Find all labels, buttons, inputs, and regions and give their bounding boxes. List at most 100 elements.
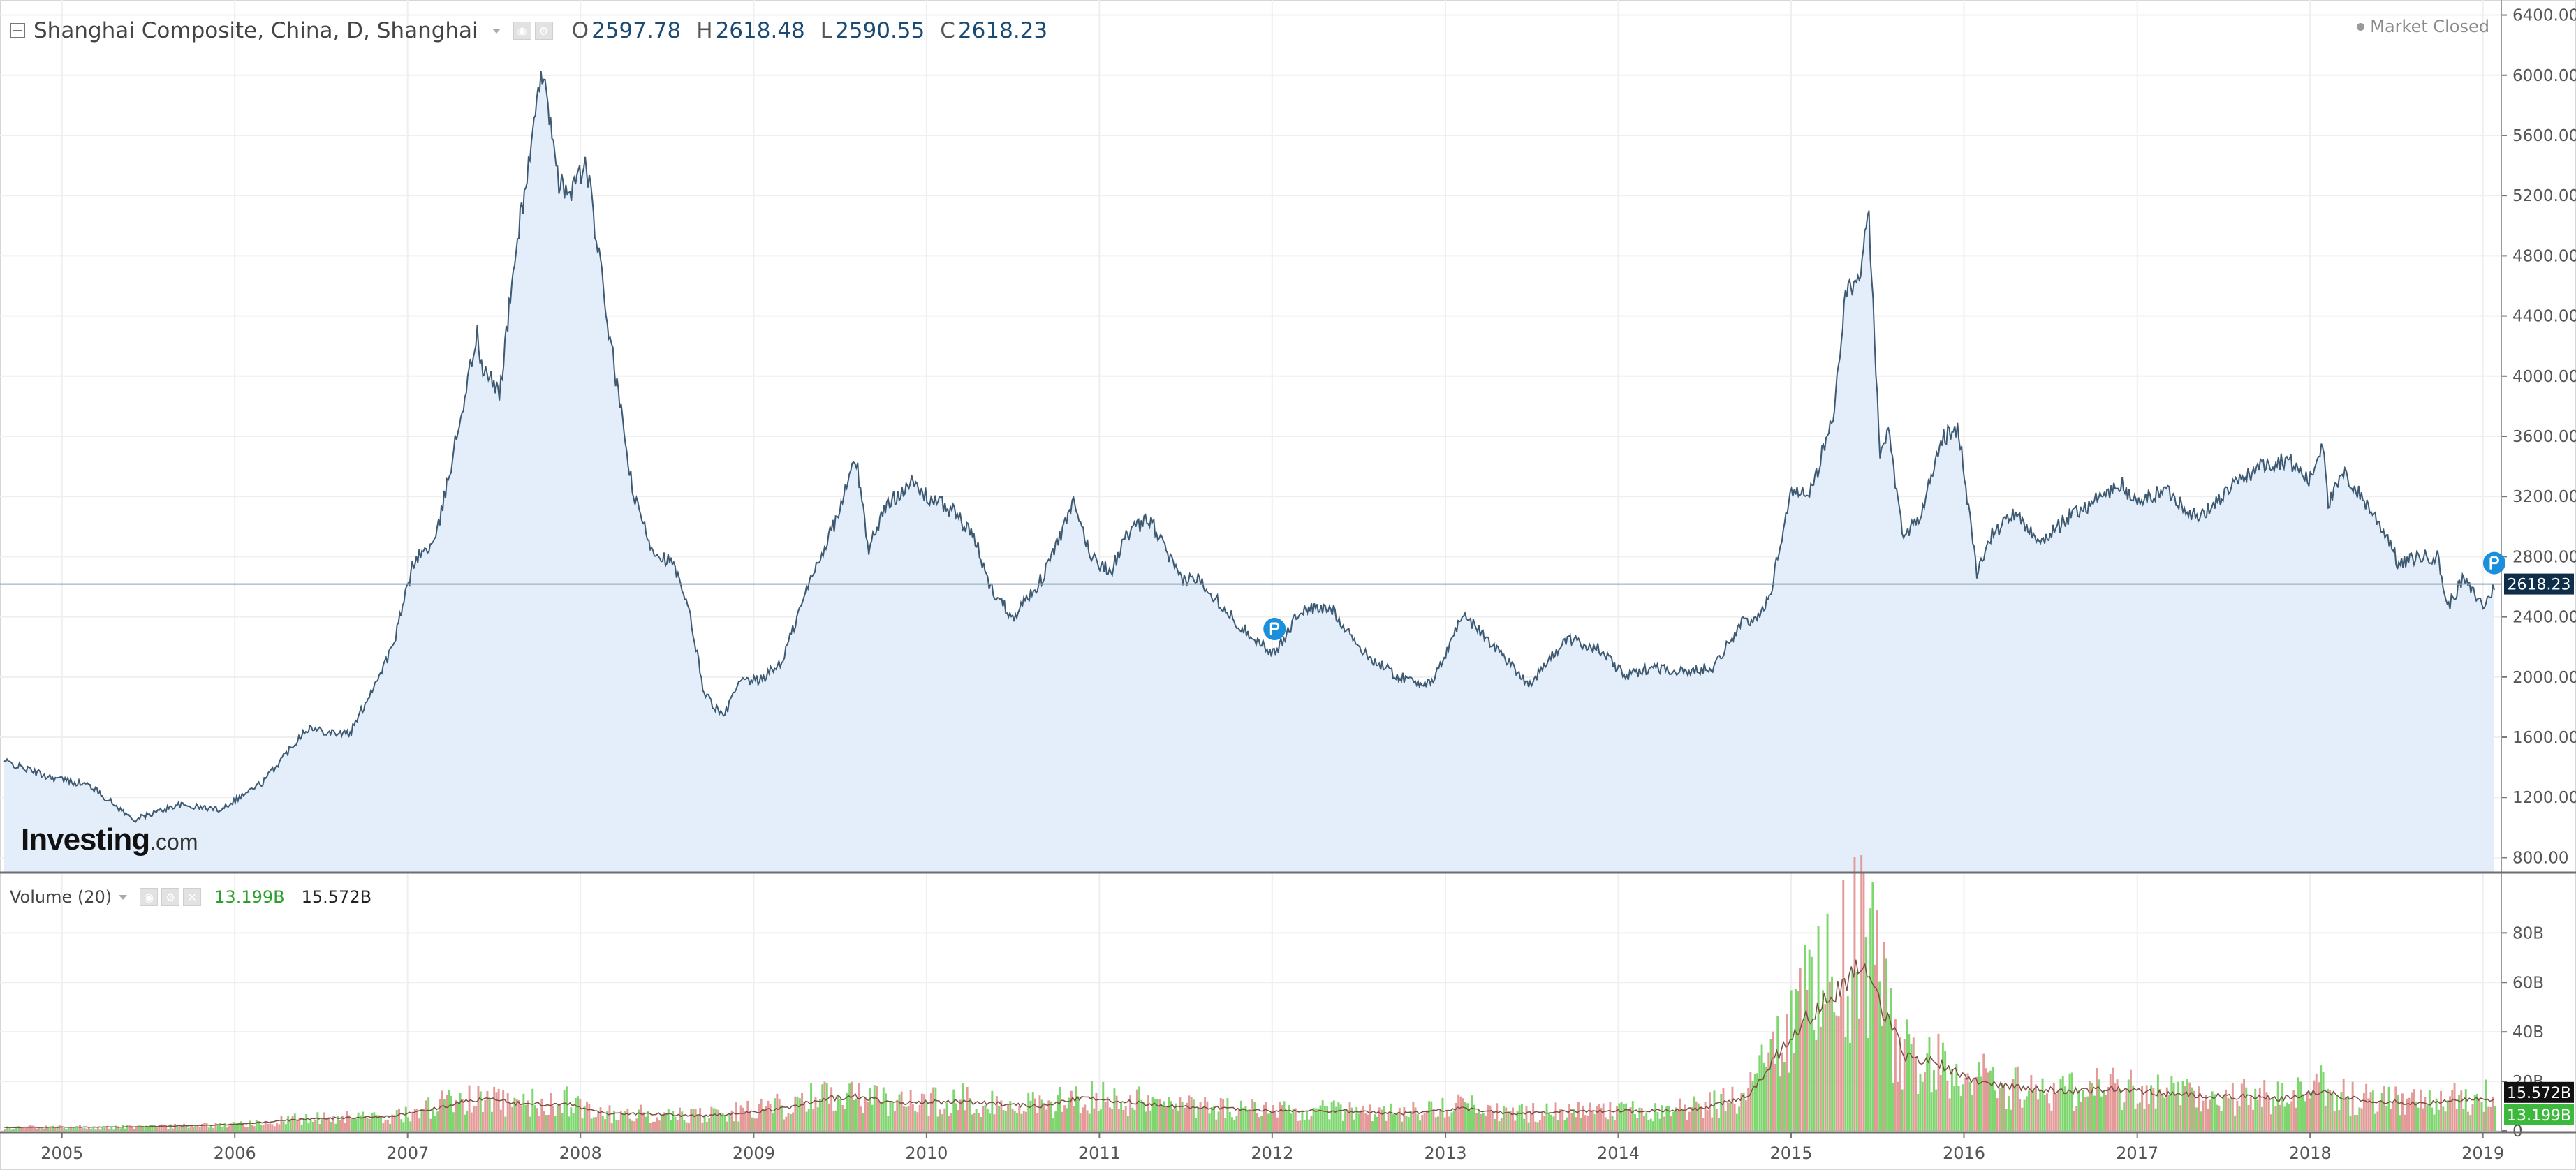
settings-icon[interactable]: ⚙ — [161, 888, 180, 906]
volume-bar — [1631, 1101, 1634, 1131]
volume-bar — [730, 1110, 733, 1131]
dropdown-caret-icon[interactable] — [119, 894, 128, 900]
volume-bar — [1808, 949, 1811, 1131]
volume-bar — [1258, 1117, 1260, 1131]
dropdown-caret-icon[interactable] — [492, 28, 501, 34]
volume-bar — [1344, 1110, 1347, 1131]
volume-bar — [2340, 1092, 2343, 1131]
volume-bar — [2225, 1089, 2228, 1131]
volume-bar — [1776, 1016, 1779, 1131]
volume-bar — [2181, 1081, 2184, 1131]
volume-bar — [995, 1096, 998, 1131]
volume-bar — [943, 1108, 946, 1131]
volume-bar — [1545, 1103, 1548, 1131]
volume-bar — [1810, 956, 1813, 1131]
volume-bar — [54, 1127, 57, 1131]
volume-bar — [1020, 1113, 1023, 1131]
volume-bar — [973, 1113, 976, 1131]
x-tick-label: 2008 — [559, 1143, 602, 1163]
volume-bar — [1908, 1034, 1911, 1131]
volume-bar — [1306, 1111, 1308, 1131]
volume-bar — [2333, 1111, 2336, 1131]
volume-bar — [360, 1115, 362, 1131]
volume-bar — [2455, 1108, 2458, 1131]
volume-bar — [1769, 1039, 1772, 1131]
volume-bar — [1201, 1107, 1204, 1131]
volume-bar — [2064, 1086, 2066, 1131]
volume-bar — [1596, 1105, 1598, 1131]
volume-bar — [692, 1109, 695, 1131]
volume-bar — [1337, 1102, 1340, 1131]
volume-bar — [945, 1102, 948, 1131]
volume-bar — [1135, 1089, 1138, 1131]
volume-bar — [2358, 1107, 2361, 1131]
volume-bar — [1441, 1097, 1444, 1131]
volume-bar — [318, 1124, 321, 1131]
investing-logo: Investing.com — [21, 822, 198, 857]
volume-bar — [1715, 1109, 1718, 1131]
volume-bar — [1684, 1104, 1686, 1131]
volume-bar — [187, 1127, 190, 1131]
volume-bar — [2313, 1080, 2316, 1131]
high-value: 2618.48 — [715, 18, 805, 43]
volume-bar — [1362, 1105, 1365, 1131]
volume-bar — [1616, 1106, 1619, 1131]
close-icon[interactable]: ✕ — [183, 888, 202, 906]
volume-bar — [2156, 1074, 2159, 1131]
event-markers[interactable] — [1263, 551, 2505, 641]
y-tick-label: 3600.00 — [2512, 428, 2576, 446]
volume-bar — [1086, 1110, 1089, 1131]
volume-bar — [427, 1097, 430, 1131]
volume-bar — [860, 1106, 862, 1131]
volume-bar — [617, 1120, 620, 1131]
volume-bar — [2191, 1087, 2193, 1131]
volume-bar — [2329, 1090, 2332, 1131]
volume-bar — [1387, 1113, 1390, 1131]
eye-icon[interactable]: ◉ — [513, 22, 531, 40]
volume-bar — [332, 1116, 335, 1131]
volume-bar — [1464, 1102, 1466, 1131]
volume-y-tick-label: 80B — [2512, 924, 2544, 942]
volume-bar — [796, 1096, 799, 1131]
volume-bar — [1740, 1093, 1743, 1131]
volume-bar — [386, 1119, 389, 1131]
volume-bar — [1835, 1015, 1838, 1131]
volume-bar — [1747, 1088, 1750, 1131]
volume-bar — [929, 1093, 932, 1131]
volume-title[interactable]: Volume (20) — [10, 887, 112, 907]
volume-bar — [1989, 1070, 1992, 1131]
symbol-title[interactable]: Shanghai Composite, China, D, Shanghai — [34, 18, 478, 43]
volume-bar — [2440, 1090, 2443, 1131]
volume-bar — [1672, 1111, 1675, 1131]
volume-bar — [597, 1112, 600, 1131]
volume-bar — [2205, 1095, 2207, 1131]
volume-bar — [932, 1087, 935, 1131]
volume-bar — [1075, 1086, 1077, 1131]
volume-bar — [439, 1099, 441, 1131]
volume-bar — [807, 1109, 810, 1131]
low-value: 2590.55 — [835, 18, 925, 43]
event-marker-glyph — [1269, 622, 1280, 636]
volume-bar — [122, 1125, 124, 1131]
volume-bar — [2154, 1108, 2157, 1131]
eye-icon[interactable]: ◉ — [140, 888, 159, 906]
settings-icon[interactable]: ⚙ — [534, 22, 553, 40]
volume-bar — [1881, 1025, 1883, 1131]
volume-bar — [2380, 1093, 2383, 1131]
volume-bar — [1697, 1103, 1700, 1131]
volume-bar — [966, 1087, 969, 1131]
volume-bar — [1758, 1055, 1761, 1131]
volume-bar — [2279, 1104, 2281, 1131]
volume-bar — [690, 1109, 693, 1131]
volume-legend: Volume (20) ◉ ⚙ ✕ 13.199B 15.572B — [10, 884, 371, 910]
collapse-icon[interactable] — [10, 23, 25, 38]
volume-bar — [2179, 1105, 2182, 1131]
volume-bar — [244, 1127, 246, 1131]
volume-bar — [2331, 1093, 2334, 1131]
volume-bar — [1874, 964, 1876, 1131]
volume-bar — [2413, 1089, 2415, 1131]
volume-bar — [2283, 1106, 2286, 1131]
volume-bar — [543, 1111, 545, 1131]
volume-bar — [446, 1095, 448, 1131]
